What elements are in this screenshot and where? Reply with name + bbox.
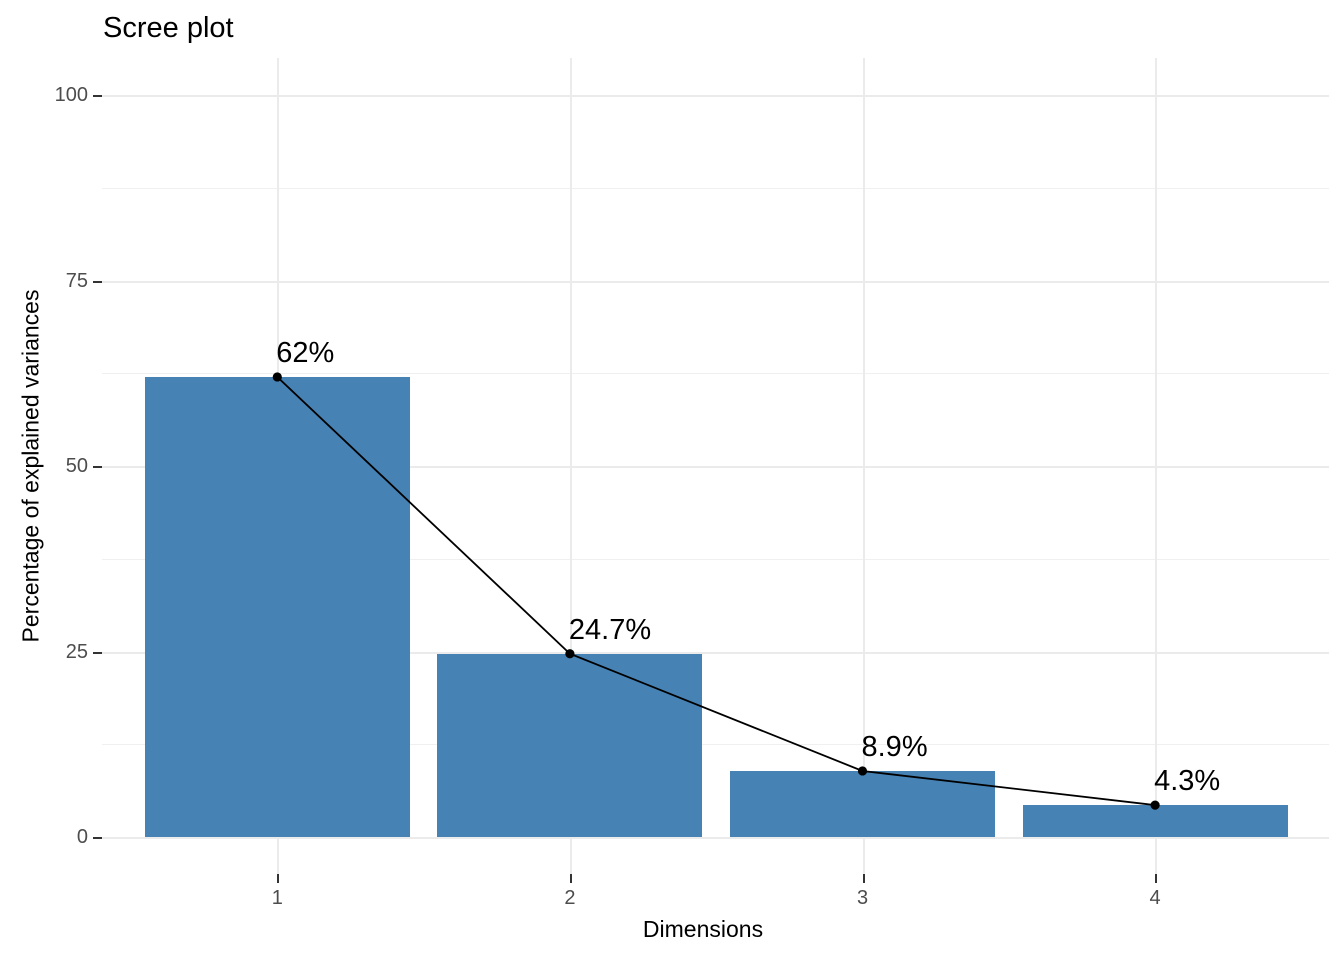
bar-dimension-1 <box>144 376 410 837</box>
y-axis-tick-label: 0 <box>76 826 88 848</box>
y-axis-tick-label: 25 <box>65 640 88 663</box>
gridline-horizontal-minor <box>102 373 1329 375</box>
gridline-horizontal-minor <box>102 187 1329 189</box>
gridline-horizontal-major <box>102 95 1329 97</box>
y-axis-tick-label: 100 <box>54 84 88 106</box>
bar-dimension-3 <box>730 770 995 837</box>
x-axis-tick-mark <box>569 874 572 883</box>
bar-dimension-4 <box>1022 805 1288 837</box>
x-axis-tick-label: 4 <box>1149 887 1161 909</box>
x-axis-tick-label: 3 <box>856 887 869 909</box>
y-axis-tick-mark <box>93 651 102 654</box>
gridline-horizontal-major <box>102 837 1329 839</box>
point-value-label: 8.9% <box>861 730 928 763</box>
y-axis-tick-mark <box>93 466 102 468</box>
x-axis-tick-mark <box>1155 874 1158 883</box>
x-axis-title: Dimensions <box>642 916 764 942</box>
y-axis-tick-mark <box>93 95 102 97</box>
point-value-label: 62% <box>276 336 335 369</box>
y-axis-tick-mark <box>93 280 102 283</box>
point-value-label: 4.3% <box>1154 765 1221 798</box>
x-axis-tick-label: 1 <box>271 887 283 909</box>
y-axis-tick-label: 75 <box>65 269 88 292</box>
gridline-horizontal-major <box>102 280 1329 283</box>
y-axis-tick-mark <box>93 837 102 839</box>
point-value-label: 24.7% <box>568 613 652 646</box>
gridline-vertical-major <box>1155 58 1158 874</box>
x-axis-tick-mark <box>862 874 865 883</box>
chart-title: Scree plot <box>103 12 234 44</box>
bar-dimension-2 <box>437 653 703 837</box>
y-axis-tick-label: 50 <box>65 455 88 477</box>
x-axis-tick-mark <box>277 874 280 883</box>
x-axis-tick-label: 2 <box>564 887 576 909</box>
